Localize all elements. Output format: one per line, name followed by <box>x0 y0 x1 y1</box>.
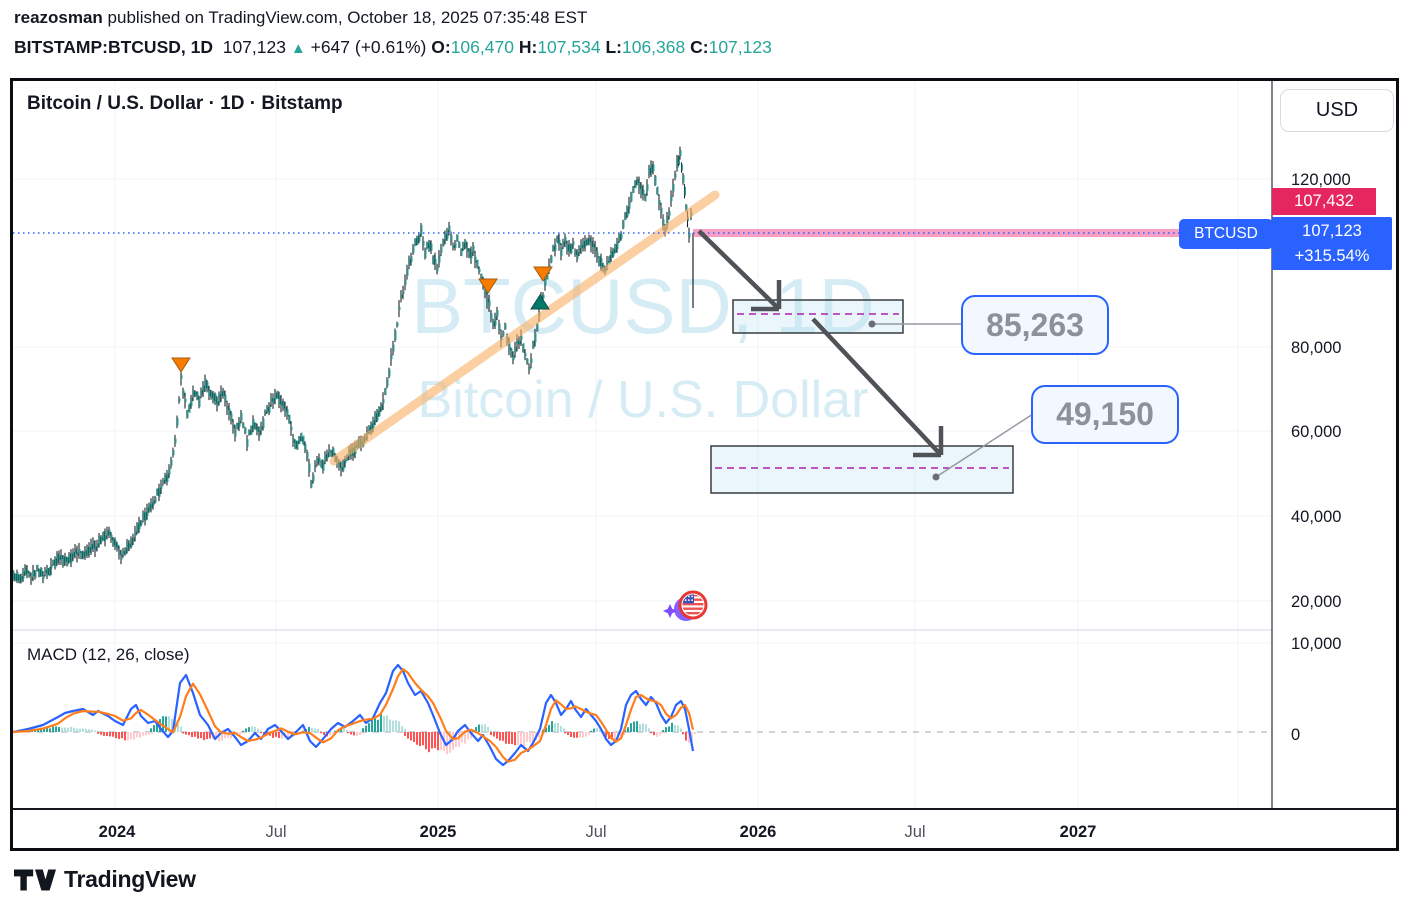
macd-line <box>13 663 695 767</box>
chart-frame[interactable]: BTCUSD, 1D Bitcoin / U.S. Dollar 120,000 80… <box>10 78 1399 851</box>
time-axis-label: Jul <box>265 823 286 841</box>
high-label: H: <box>518 37 538 57</box>
low-label: L: <box>605 37 622 57</box>
sparkle-icon <box>663 604 677 618</box>
price-axis-label: 20,000 <box>1291 593 1341 611</box>
time-axis-label: Jul <box>904 823 925 841</box>
price-axis-label: 60,000 <box>1291 423 1341 441</box>
last-price: 107,123 <box>222 37 286 57</box>
us-event-flag-icon[interactable] <box>663 590 708 621</box>
macd-histogram <box>22 713 696 755</box>
price-target-callout-2[interactable]: 49,150 <box>1031 385 1179 444</box>
time-axis-label: 2025 <box>420 823 457 841</box>
time-axis-label: 2024 <box>99 823 137 841</box>
price-line-symbol-pill: BTCUSD <box>1179 219 1273 249</box>
svg-text:Bitcoin / U.S. Dollar: Bitcoin / U.S. Dollar <box>418 371 869 429</box>
price-axis-labels[interactable]: 120,000 80,000 60,000 40,000 20,000 10,000 0 <box>1291 171 1351 744</box>
time-axis-label: Jul <box>585 823 606 841</box>
callout-connectors <box>868 320 1034 481</box>
alert-price-band[interactable] <box>693 229 1272 237</box>
current-price-value: 107,123 <box>1302 221 1362 240</box>
tradingview-logo[interactable]: TradingView <box>14 866 196 893</box>
symbol-name[interactable]: BITSTAMP:BTCUSD, 1D <box>14 37 213 57</box>
price-axis-label: 120,000 <box>1291 171 1351 189</box>
target-zones[interactable] <box>710 299 1014 494</box>
up-triangle-icon: ▲ <box>290 40 306 57</box>
price-axis-label: 10,000 <box>1291 635 1341 653</box>
macd-signal-line <box>13 667 695 763</box>
svg-text:BTCUSD, 1D: BTCUSD, 1D <box>411 262 875 350</box>
author-name: reazosman <box>14 8 103 27</box>
open-value: 106,470 <box>450 37 514 57</box>
projection-arrows[interactable] <box>697 229 944 458</box>
chart-canvas[interactable]: BTCUSD, 1D Bitcoin / U.S. Dollar 120,000 80… <box>13 81 1396 848</box>
price-axis-label: 0 <box>1291 726 1300 744</box>
symbol-status-line: BITSTAMP:BTCUSD, 1D 107,123 ▲ +647 (+0.6… <box>14 37 772 58</box>
open-label: O: <box>431 37 451 57</box>
price-change: +647 (+0.61%) <box>310 37 427 57</box>
tradingview-logo-text: TradingView <box>64 866 196 892</box>
prev-close-price-badge: 107,432 <box>1272 188 1376 215</box>
buy-signal-icon <box>530 294 550 310</box>
high-value: 107,534 <box>537 37 601 57</box>
sell-signal-icon <box>478 278 498 294</box>
trade-markers <box>171 266 553 373</box>
current-price-change-pct: +315.54% <box>1294 246 1370 265</box>
time-axis-label: 2026 <box>740 823 777 841</box>
sell-signal-icon <box>171 357 191 373</box>
price-axis-label: 80,000 <box>1291 339 1341 357</box>
support-trendline[interactable] <box>329 190 720 466</box>
macd-lines <box>13 663 695 767</box>
macd-indicator-label[interactable]: MACD (12, 26, close) <box>27 645 190 664</box>
time-axis-labels[interactable]: 2024 Jul 2025 Jul 2026 Jul 2027 <box>99 823 1097 841</box>
price-series-candles <box>13 146 694 585</box>
low-value: 106,368 <box>621 37 686 57</box>
close-value: 107,123 <box>708 37 772 57</box>
sell-signal-icon <box>533 266 553 282</box>
chart-title: Bitcoin / U.S. Dollar · 1D · Bitstamp <box>27 93 343 114</box>
time-axis-label: 2027 <box>1060 823 1097 841</box>
symbol-watermark: BTCUSD, 1D Bitcoin / U.S. Dollar <box>411 262 875 429</box>
publish-byline: reazosman published on TradingView.com, … <box>14 8 587 28</box>
price-axis-label: 40,000 <box>1291 508 1341 526</box>
publish-info: published on TradingView.com, October 18… <box>102 8 588 27</box>
price-target-callout-1[interactable]: 85,263 <box>961 295 1109 355</box>
tradingview-logo-icon <box>14 869 56 890</box>
currency-toggle-button[interactable]: USD <box>1280 89 1394 132</box>
current-price-badge: 107,123 +315.54% <box>1272 217 1392 270</box>
close-label: C: <box>690 37 709 57</box>
